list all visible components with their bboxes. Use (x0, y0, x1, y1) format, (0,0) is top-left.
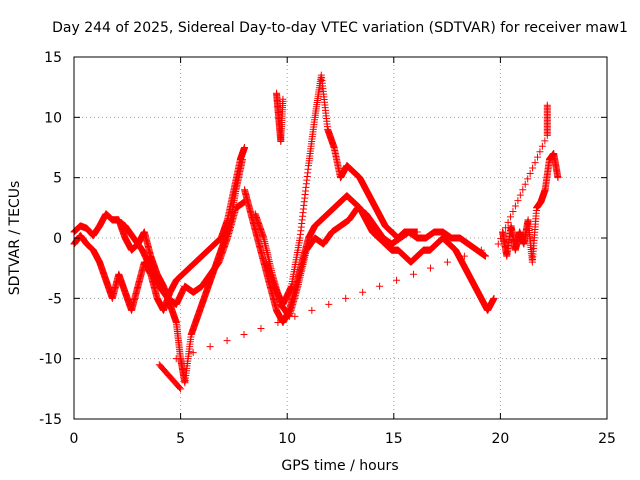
data-point (325, 300, 333, 308)
data-point (274, 318, 282, 326)
data-point (241, 144, 249, 151)
data-point (359, 288, 367, 296)
data-point (536, 148, 544, 156)
data-point (494, 240, 502, 248)
data-point (521, 180, 529, 188)
data-point (291, 312, 299, 320)
series-track-g (273, 89, 287, 145)
data-points (70, 71, 562, 393)
data-point (342, 294, 350, 302)
data-point (511, 202, 519, 210)
data-point (541, 137, 549, 145)
data-point (538, 142, 546, 150)
data-point (279, 95, 287, 103)
data-point (526, 169, 534, 177)
series-track-b (70, 144, 249, 314)
data-point (514, 197, 522, 205)
data-point (443, 258, 451, 266)
data-point (529, 164, 537, 172)
data-point (308, 306, 316, 314)
data-point (543, 131, 551, 139)
data-point (413, 228, 421, 236)
data-point (497, 235, 505, 243)
data-point (504, 218, 512, 226)
series-track-c (113, 198, 249, 308)
data-point (206, 343, 214, 351)
y-tick-label: 10 (44, 110, 62, 126)
data-point (257, 325, 265, 332)
y-tick-label: -5 (48, 291, 62, 307)
data-point (502, 224, 510, 232)
data-point (531, 159, 539, 167)
x-tick-label: 10 (278, 431, 296, 447)
x-tick-label: 20 (491, 431, 509, 447)
y-axis-label: SDTVAR / TECUs (7, 181, 23, 296)
x-tick-label: 0 (70, 431, 79, 447)
data-point (376, 282, 384, 290)
data-point (176, 384, 184, 392)
data-point (477, 246, 485, 254)
axis-ticks: 0 5 10 15 20 25 -15 -10 -5 0 5 10 15 (39, 50, 616, 447)
chart-title: Day 244 of 2025, Sidereal Day-to-day VTE… (52, 20, 628, 36)
data-point (240, 331, 248, 339)
y-tick-label: -10 (39, 352, 62, 368)
data-point (189, 349, 197, 357)
data-point (481, 252, 489, 260)
data-point (410, 270, 418, 278)
y-tick-label: 5 (53, 171, 62, 187)
data-point (177, 385, 185, 393)
x-tick-label: 25 (598, 431, 616, 447)
data-point (172, 355, 180, 363)
data-point (460, 252, 468, 260)
series-track-a (70, 156, 246, 387)
x-tick-label: 15 (385, 431, 403, 447)
y-tick-label: 15 (44, 50, 62, 66)
data-point (524, 175, 532, 183)
series-track-h (499, 150, 562, 266)
data-point (516, 191, 524, 199)
y-tick-label: 0 (53, 231, 62, 247)
data-point (554, 174, 562, 182)
data-point (223, 337, 231, 345)
data-point (533, 153, 541, 161)
data-point (426, 264, 434, 272)
data-point (490, 294, 498, 302)
data-point (507, 213, 515, 221)
series-outliers (155, 101, 551, 393)
series-track-f (262, 71, 421, 308)
x-tick-label: 5 (176, 431, 185, 447)
data-point (393, 276, 401, 284)
data-point (509, 207, 517, 215)
data-point (519, 186, 527, 194)
x-axis-label: GPS time / hours (281, 458, 398, 474)
data-point (499, 229, 507, 237)
y-tick-label: -15 (39, 412, 62, 428)
